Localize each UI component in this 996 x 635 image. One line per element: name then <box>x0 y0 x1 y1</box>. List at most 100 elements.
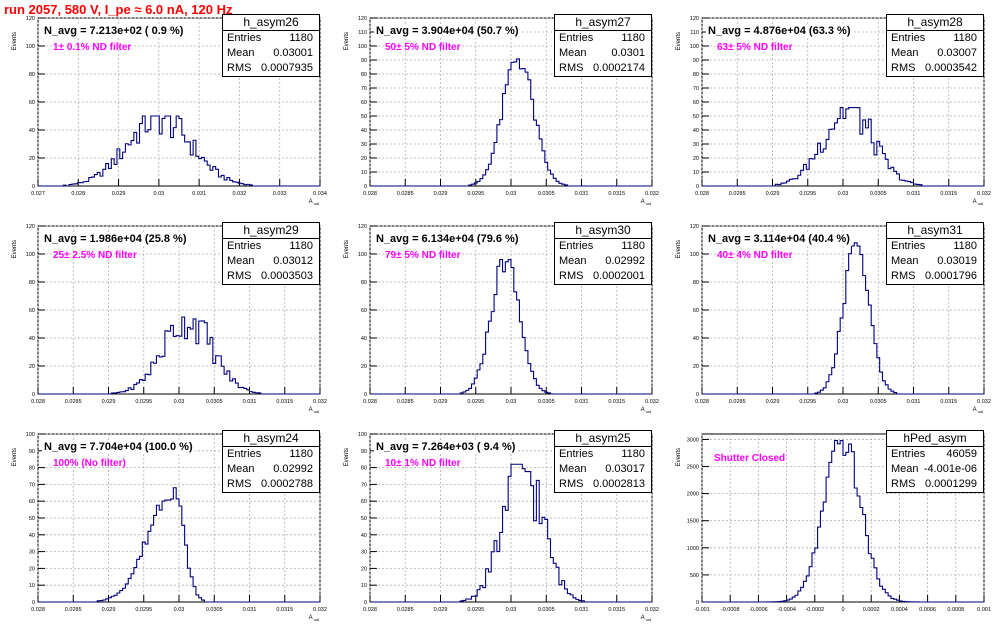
histogram-line <box>370 259 652 395</box>
y-tick-label: 20 <box>29 156 35 162</box>
y-tick-label: 80 <box>361 72 367 78</box>
stats-box: h_asym30 Entries 1180 Mean 0.02992 RMS 0.00020… <box>554 222 652 285</box>
histogram-pad-hPed_asym: -0.001 -0.0008 -0.0006 -0.0004 -0.0002 0 0.000… <box>674 430 994 635</box>
y-tick-label: 80 <box>361 280 367 286</box>
stats-value: 0.02992 <box>273 463 313 475</box>
y-tick-label: 40 <box>361 533 367 539</box>
x-tick-label: 0.0315 <box>276 399 293 405</box>
y-tick-label: 50 <box>361 114 367 120</box>
x-tick-label: 0.027 <box>31 191 45 197</box>
y-tick-label: 50 <box>693 114 699 120</box>
stats-value: 0.03019 <box>937 255 977 267</box>
stats-row-mean: Mean 0.03007 <box>887 46 983 61</box>
stats-key: RMS <box>891 62 916 74</box>
x-tick-label: 0.0305 <box>538 399 555 405</box>
stats-row-mean: Mean 0.02992 <box>223 462 319 477</box>
y-tick-label: 40 <box>361 128 367 134</box>
y-tick-label: 20 <box>29 566 35 572</box>
stats-key: Entries <box>891 240 926 252</box>
stats-key: RMS <box>559 478 584 490</box>
stats-key: Mean <box>227 47 255 59</box>
stats-key: Entries <box>227 240 262 252</box>
x-tick-label: 0.029 <box>112 191 126 197</box>
x-tick-label: -0.001 <box>694 607 710 613</box>
histogram-line <box>370 463 652 603</box>
histogram-pad-h_asym30: 0.028 0.0285 0.029 0.0295 0.03 0.0305 0.031 0.0… <box>342 222 662 427</box>
x-tick-label: 0.0315 <box>608 607 625 613</box>
stats-row-entries: Entries 1180 <box>223 447 319 462</box>
x-axis-label: Auid <box>309 615 319 622</box>
x-axis-label: Auid <box>309 199 319 206</box>
stats-value: 0.0002788 <box>261 478 313 490</box>
histogram-name: hPed_asym <box>887 431 983 447</box>
x-tick-label: 0.029 <box>766 399 780 405</box>
stats-row-entries: Entries 1180 <box>887 31 983 46</box>
stats-value: 0.0001796 <box>925 270 977 282</box>
y-tick-label: 60 <box>361 100 367 106</box>
x-tick-label: 0.031 <box>575 399 589 405</box>
histogram-line <box>38 115 320 187</box>
filter-label: 1± 0.1% ND filter <box>53 42 132 53</box>
y-tick-label: 100 <box>358 44 367 50</box>
stats-value: 46059 <box>946 448 977 460</box>
y-tick-label: 90 <box>693 58 699 64</box>
x-axis-label: Auid <box>641 615 651 622</box>
y-tick-label: 30 <box>693 142 699 148</box>
y-tick-label: 0 <box>32 184 35 190</box>
x-tick-label: 0.029 <box>434 399 448 405</box>
y-tick-label: 2000 <box>687 492 699 498</box>
y-tick-label: 60 <box>29 499 35 505</box>
stats-row-entries: Entries 1180 <box>223 31 319 46</box>
x-tick-label: 0.028 <box>363 191 377 197</box>
y-tick-label: 100 <box>26 44 35 50</box>
stats-key: Mean <box>559 47 587 59</box>
x-tick-label: 0.028 <box>363 399 377 405</box>
y-tick-label: 120 <box>690 224 699 230</box>
stats-row-entries: Entries 1180 <box>555 447 651 462</box>
histogram-pad-h_asym24: 0.028 0.0285 0.029 0.0295 0.03 0.0305 0.031 0.0… <box>10 430 330 635</box>
y-axis-label: Events <box>676 448 682 466</box>
y-tick-label: 10 <box>361 170 367 176</box>
stats-key: RMS <box>227 270 252 282</box>
stats-row-mean: Mean 0.02992 <box>555 254 651 269</box>
histogram-line <box>702 439 984 603</box>
y-tick-label: 70 <box>361 86 367 92</box>
y-tick-label: 80 <box>29 280 35 286</box>
x-tick-label: 0.034 <box>313 191 327 197</box>
x-tick-label: 0.0285 <box>397 399 414 405</box>
y-tick-label: 0 <box>364 184 367 190</box>
x-tick-label: 0.0006 <box>919 607 936 613</box>
stats-row-mean: Mean 0.03017 <box>555 462 651 477</box>
histogram-line <box>702 107 984 187</box>
stats-value: 0.0002174 <box>593 62 645 74</box>
stats-key: RMS <box>891 478 916 490</box>
y-tick-label: 20 <box>361 156 367 162</box>
stats-row-rms: RMS 0.0001796 <box>887 269 983 284</box>
stats-row-mean: Mean -4.001e-06 <box>887 462 983 477</box>
y-tick-label: 30 <box>361 550 367 556</box>
x-tick-label: 0.028 <box>31 399 45 405</box>
x-tick-label: 0.032 <box>645 191 659 197</box>
x-tick-label: 0.0305 <box>206 399 223 405</box>
y-tick-label: 100 <box>358 252 367 258</box>
stats-key: Mean <box>891 255 919 267</box>
filter-label: 10± 1% ND filter <box>385 458 461 469</box>
y-tick-label: 0 <box>32 392 35 398</box>
navg-label: N_avg = 3.114e+04 (40.4 %) <box>706 233 852 246</box>
y-tick-label: 70 <box>693 86 699 92</box>
y-axis-label: Events <box>676 240 682 258</box>
y-tick-label: 0 <box>696 184 699 190</box>
y-tick-label: 100 <box>690 44 699 50</box>
histogram-line <box>38 487 320 603</box>
x-tick-label: 0.0315 <box>608 191 625 197</box>
x-tick-label: 0.03 <box>174 399 185 405</box>
x-tick-label: 0.0305 <box>870 191 887 197</box>
stats-key: Mean <box>559 463 587 475</box>
stats-key: RMS <box>559 270 584 282</box>
x-tick-label: 0.001 <box>977 607 991 613</box>
y-tick-label: 110 <box>690 30 699 36</box>
x-tick-label: 0.0295 <box>135 607 152 613</box>
y-tick-label: 120 <box>358 224 367 230</box>
x-tick-label: 0.03 <box>838 191 849 197</box>
y-tick-label: 100 <box>26 252 35 258</box>
